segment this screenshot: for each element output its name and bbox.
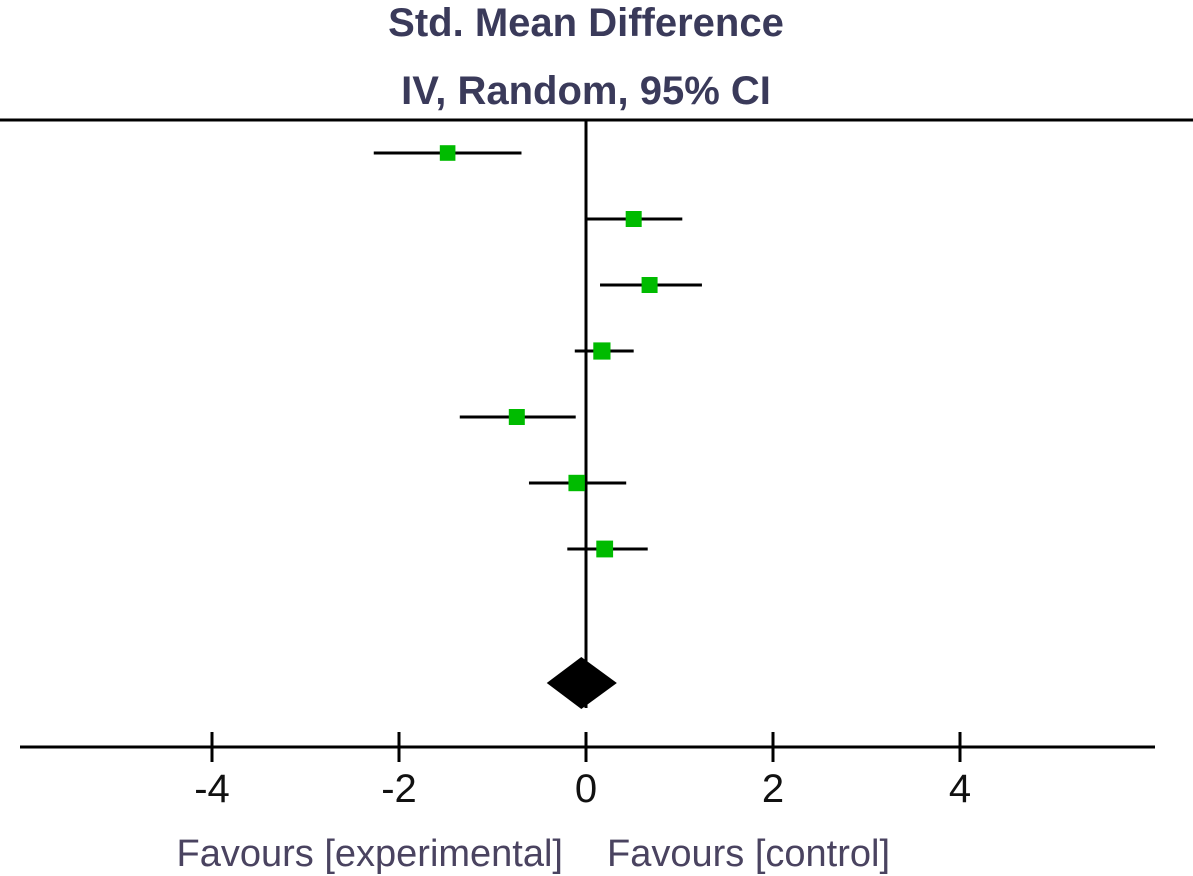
header-line-2: IV, Random, 95% CI	[401, 69, 771, 113]
study-point-marker	[439, 145, 456, 161]
plot-area: -4 -2 0 2 4	[20, 120, 1155, 811]
favours-left-label: Favours [experimental]	[177, 833, 564, 875]
study-point-marker	[596, 540, 614, 558]
header-line-1: Std. Mean Difference	[388, 1, 784, 45]
study-point-marker	[625, 211, 642, 227]
overall-effect-diamond	[546, 657, 617, 709]
study-point-marker	[593, 342, 611, 360]
x-axis-tick-label: 0	[575, 767, 597, 811]
x-axis-tick-label: 4	[949, 767, 971, 811]
x-axis-tick-label: 2	[762, 767, 784, 811]
study-point-marker	[568, 474, 585, 492]
study-point-marker	[508, 409, 525, 425]
x-axis-tick-label: -2	[381, 767, 417, 811]
study-point-marker	[641, 277, 658, 293]
favours-right-label: Favours [control]	[607, 833, 890, 875]
x-axis-tick-label: -4	[194, 767, 230, 811]
